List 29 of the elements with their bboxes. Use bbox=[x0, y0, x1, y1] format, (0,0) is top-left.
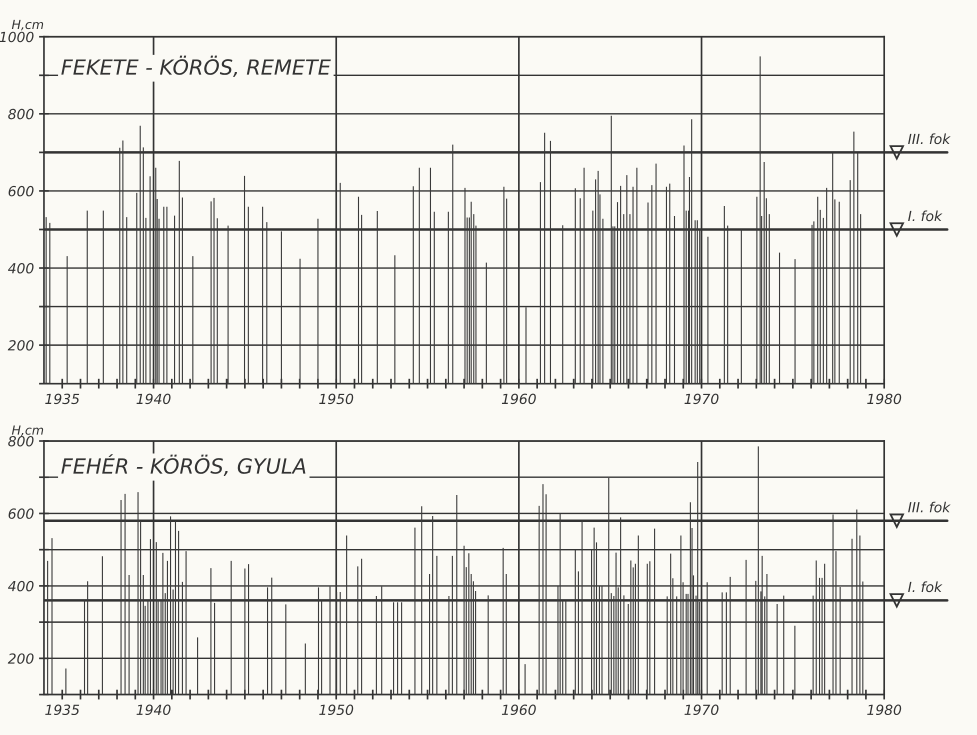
y-tick-label: 400 bbox=[8, 580, 34, 592]
x-tick-label: 1970 bbox=[684, 394, 719, 404]
text: FEKETE - KÖRÖS, REMETE bbox=[61, 56, 331, 78]
x-tick-label: 1940 bbox=[136, 394, 171, 404]
y-tick-label: 600 bbox=[8, 508, 34, 519]
x-tick-label: 1970 bbox=[684, 704, 719, 716]
ref-line-label: III. fok bbox=[908, 133, 951, 144]
y-axis-title: H,cm bbox=[12, 20, 44, 30]
y-axis-title: H,cm bbox=[12, 425, 44, 436]
ref-line-label: I. fok bbox=[908, 210, 943, 222]
x-tick-label: 1980 bbox=[867, 394, 902, 404]
y-tick-label: 600 bbox=[8, 186, 34, 196]
x-tick-label: 1935 bbox=[45, 704, 80, 716]
y-tick-label: 800 bbox=[8, 436, 34, 446]
y-tick-label: 200 bbox=[8, 653, 34, 664]
text: FEHÉR - KÖRÖS, GYULA bbox=[61, 454, 306, 476]
y-tick-label: 1000 bbox=[0, 32, 34, 42]
x-tick-label: 1960 bbox=[502, 394, 536, 404]
x-tick-label: 1950 bbox=[319, 394, 354, 404]
x-tick-label: 1960 bbox=[502, 704, 536, 716]
x-tick-label: 1980 bbox=[867, 704, 902, 716]
x-tick-label: 1935 bbox=[45, 394, 80, 404]
x-tick-label: 1940 bbox=[136, 704, 171, 716]
y-tick-label: 800 bbox=[8, 108, 34, 120]
x-tick-label: 1950 bbox=[319, 704, 354, 716]
y-tick-label: 200 bbox=[8, 340, 34, 351]
y-tick-label: 400 bbox=[8, 263, 34, 274]
ref-line-label: I. fok bbox=[908, 581, 943, 592]
ref-line-label: III. fok bbox=[908, 502, 951, 512]
